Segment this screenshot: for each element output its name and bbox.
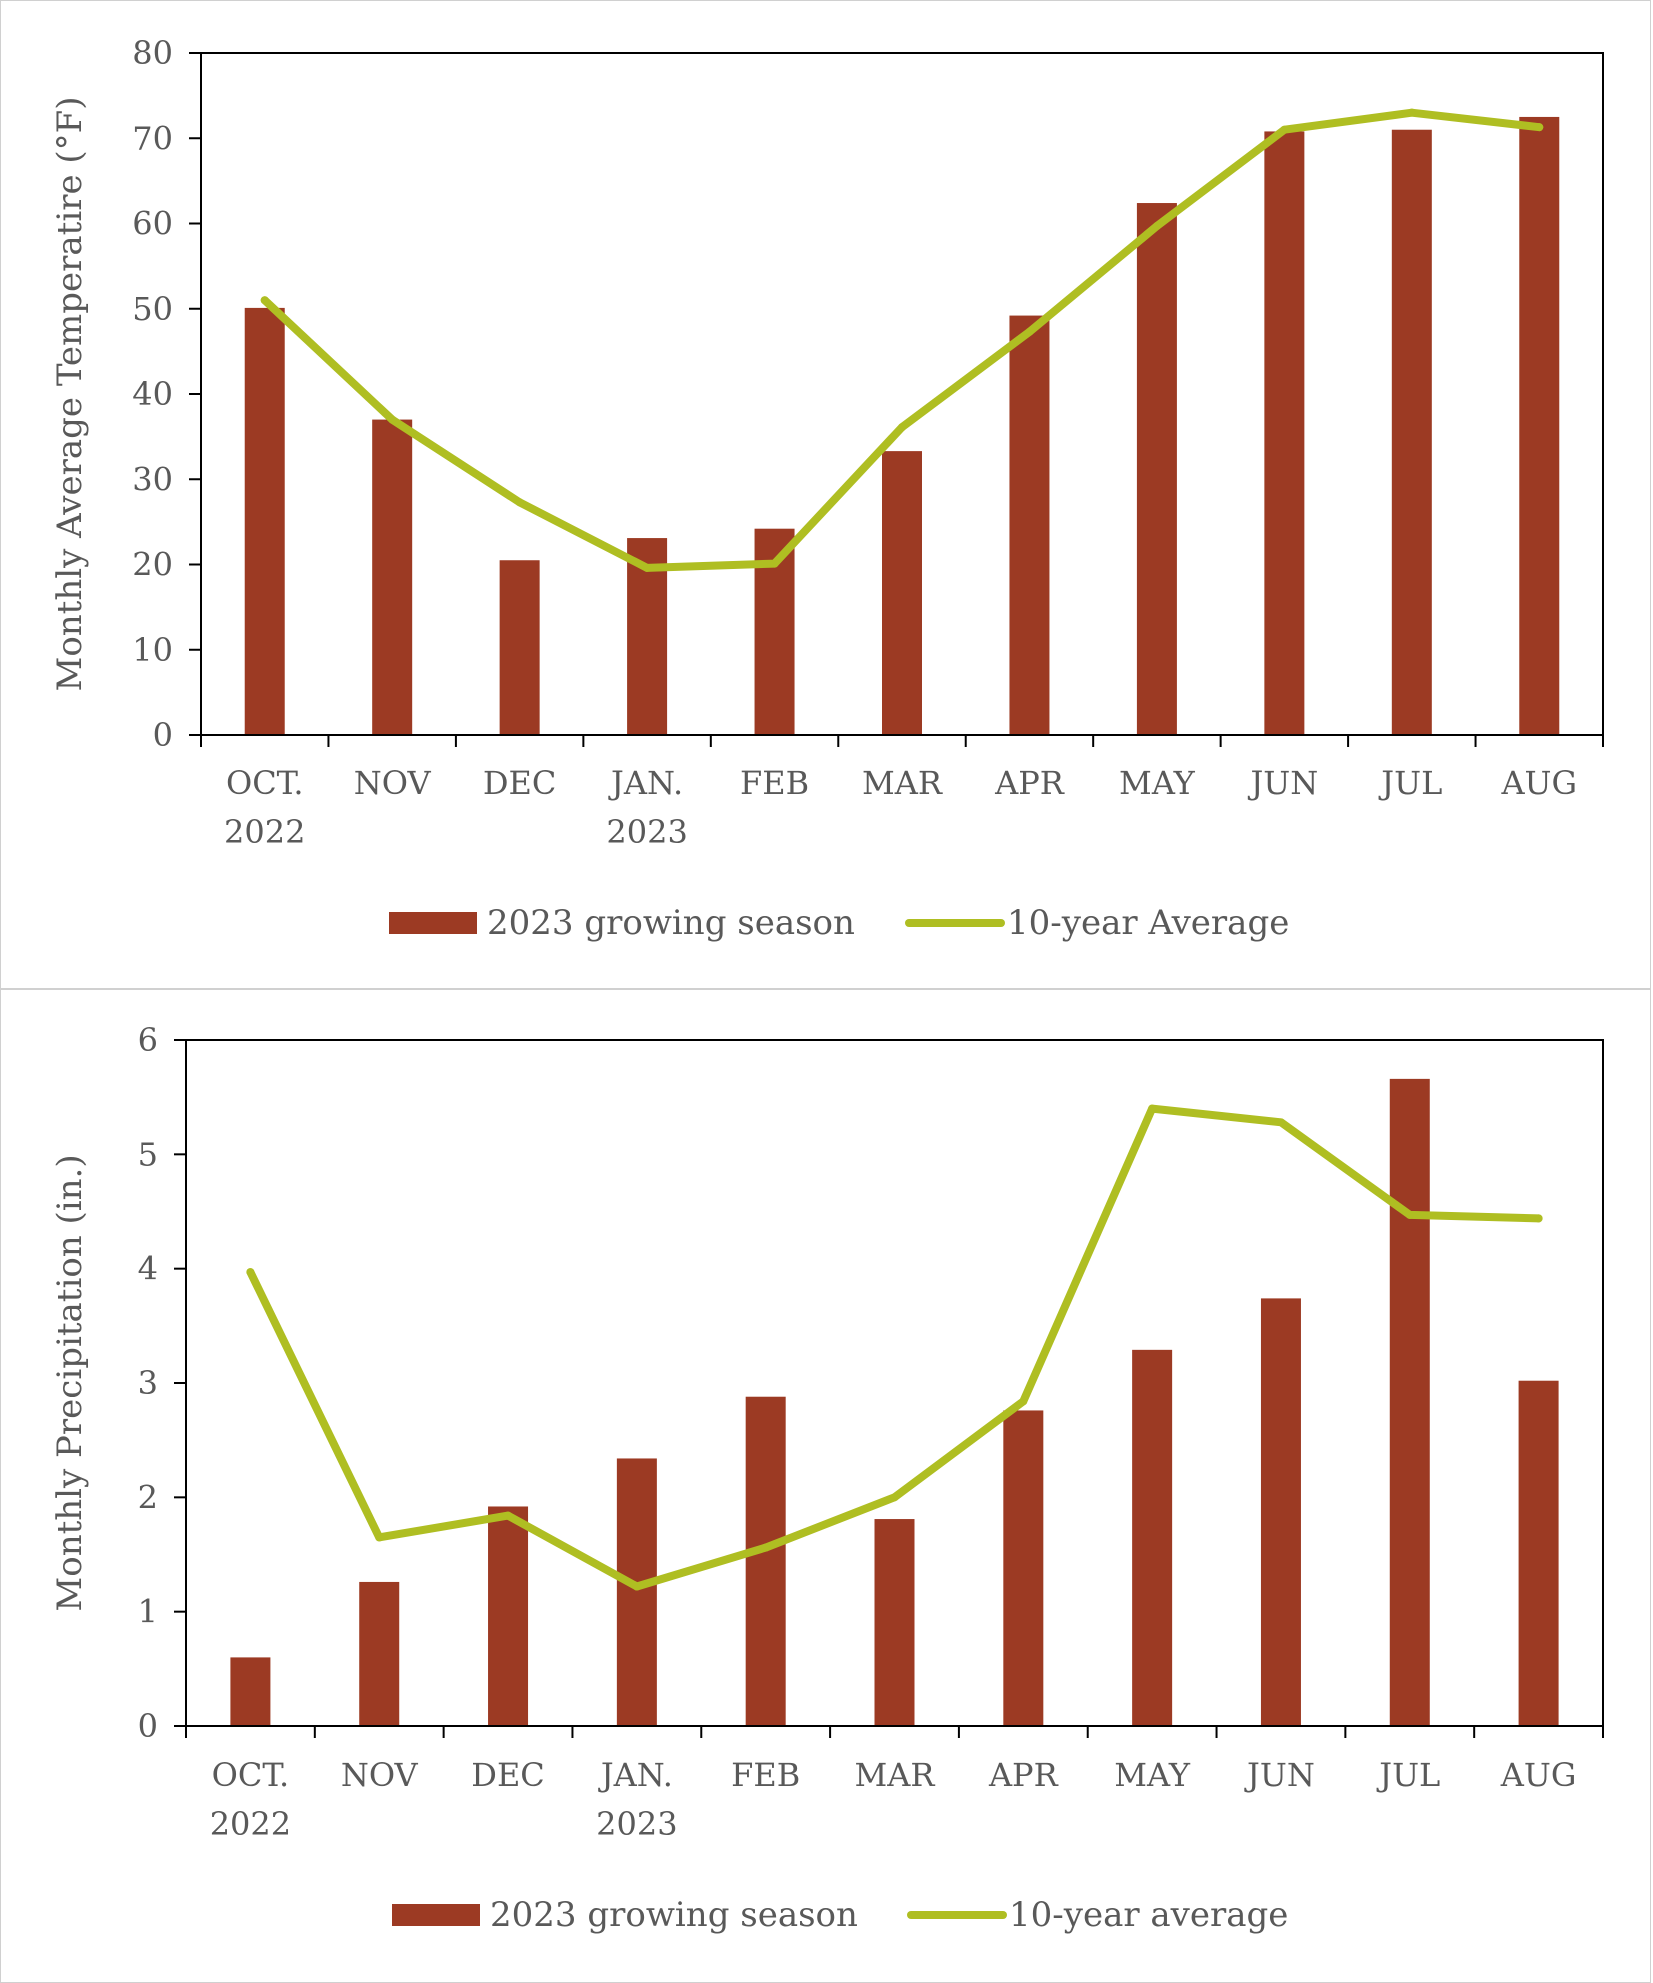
y-tick-label: 60 xyxy=(132,205,173,243)
bar-6 xyxy=(1003,1410,1044,1726)
line-point-2 xyxy=(515,498,524,507)
y-tick-label: 0 xyxy=(153,716,173,754)
x-tick-label: 2023 xyxy=(606,813,687,851)
x-tick-label: JAN. xyxy=(608,764,683,802)
x-tick-label: APR xyxy=(988,1756,1059,1794)
bar-4 xyxy=(745,1396,786,1726)
legend: 2023 growing season 10-year average xyxy=(392,1895,1288,1935)
y-tick-label: 0 xyxy=(138,1707,158,1745)
bar-7 xyxy=(1132,1349,1173,1726)
y-tick-label: 4 xyxy=(138,1250,158,1288)
y-tick-label: 50 xyxy=(132,290,173,328)
bar-6 xyxy=(1009,315,1050,735)
line-point-1 xyxy=(388,415,397,424)
x-tick-label: FEB xyxy=(740,764,809,802)
line-point-9 xyxy=(1405,1210,1414,1219)
bar-0 xyxy=(230,1657,271,1726)
x-tick-label: OCT. xyxy=(212,1756,290,1794)
y-tick-label: 80 xyxy=(132,34,173,72)
bar-8 xyxy=(1260,1298,1301,1726)
bar-7 xyxy=(1136,203,1177,736)
line-point-6 xyxy=(1019,1397,1028,1406)
x-tick-label: JUL xyxy=(1378,764,1442,802)
bar-2 xyxy=(499,560,540,735)
line-point-7 xyxy=(1148,1104,1157,1113)
x-tick-label: 2022 xyxy=(224,813,305,851)
legend-label-bars: 2023 growing season xyxy=(487,903,855,943)
line-point-6 xyxy=(1025,327,1034,336)
y-tick-label: 10 xyxy=(132,631,173,669)
y-tick-label: 70 xyxy=(132,119,173,157)
line-point-1 xyxy=(375,1533,384,1542)
bar-9 xyxy=(1389,1078,1430,1726)
x-tick-label: MAY xyxy=(1119,764,1196,802)
bar-3 xyxy=(616,1458,657,1726)
x-tick-label: JUN xyxy=(1247,764,1318,802)
line-point-0 xyxy=(246,1268,255,1277)
bar-8 xyxy=(1264,131,1305,735)
legend-bar-swatch xyxy=(392,1904,480,1926)
line-point-3 xyxy=(643,563,652,572)
y-tick-label: 1 xyxy=(138,1593,158,1631)
line-point-8 xyxy=(1276,1118,1285,1127)
x-tick-label: JAN. xyxy=(598,1756,673,1794)
temperature-chart-panel: 0 10 20 30 40 50 60 70 80 OCT. 2022 NOV DEC JAN. 2023 F… xyxy=(0,0,1651,989)
line-point-7 xyxy=(1152,222,1161,231)
line-point-2 xyxy=(504,1511,513,1520)
line-point-0 xyxy=(260,296,269,305)
legend-label-bars: 2023 growing season xyxy=(490,1895,858,1935)
x-tick-label: NOV xyxy=(341,1756,419,1794)
bar-5 xyxy=(882,451,922,735)
x-tick-label: AUG xyxy=(1500,764,1577,802)
legend: 2023 growing season 10-year Average xyxy=(389,903,1289,943)
x-tick-label: 2022 xyxy=(210,1805,291,1843)
y-tick-label: 30 xyxy=(132,460,173,498)
x-tick-label: MAR xyxy=(855,1756,936,1794)
y-tick-label: 6 xyxy=(138,1021,158,1059)
line-point-5 xyxy=(898,423,906,432)
y-tick-label: 2 xyxy=(138,1478,158,1516)
temperature-chart: 0 10 20 30 40 50 60 70 80 OCT. 2022 NOV DEC JAN. 2023 F… xyxy=(50,34,1604,943)
precipitation-chart-panel: 0 1 2 3 4 5 6 OCT. 2022 NOV DEC JAN. 2023 FEB MAR APR MA… xyxy=(0,989,1651,1983)
y-tick-label: 3 xyxy=(138,1364,158,1402)
x-tick-label: 2023 xyxy=(596,1805,677,1843)
bar-10 xyxy=(1519,116,1560,735)
line-point-4 xyxy=(770,559,779,568)
line-point-5 xyxy=(890,1493,899,1502)
legend-bar-swatch xyxy=(389,912,477,934)
bar-2 xyxy=(488,1506,529,1726)
x-tick-label: OCT. xyxy=(226,764,304,802)
line-point-3 xyxy=(632,1582,641,1591)
y-tick-label: 40 xyxy=(132,375,173,413)
y-tick-label: 5 xyxy=(138,1135,158,1173)
y-axis-title: Monthly Precipitation (in.) xyxy=(50,1154,90,1611)
x-tick-label: JUL xyxy=(1376,1756,1440,1794)
line-point-8 xyxy=(1280,125,1289,134)
bar-10 xyxy=(1518,1380,1559,1726)
x-tick-label: AUG xyxy=(1500,1756,1577,1794)
line-point-4 xyxy=(761,1543,770,1552)
x-tick-label: FEB xyxy=(731,1756,800,1794)
bar-0 xyxy=(244,307,285,735)
y-tick-label: 20 xyxy=(132,546,173,584)
x-tick-label: NOV xyxy=(354,764,432,802)
x-tick-label: DEC xyxy=(483,764,557,802)
bar-1 xyxy=(359,1581,400,1726)
line-point-9 xyxy=(1407,108,1416,117)
x-tick-label: APR xyxy=(994,764,1065,802)
line-point-10 xyxy=(1535,123,1544,132)
line-point-10 xyxy=(1534,1214,1543,1223)
x-tick-label: MAY xyxy=(1114,1756,1191,1794)
legend-label-line: 10-year average xyxy=(1009,1895,1288,1935)
x-tick-label: MAR xyxy=(862,764,943,802)
average-line-series xyxy=(246,1104,1543,1591)
bar-5 xyxy=(874,1519,915,1726)
bar-1 xyxy=(372,419,413,735)
x-tick-label: JUN xyxy=(1244,1756,1315,1794)
precipitation-chart: 0 1 2 3 4 5 6 OCT. 2022 NOV DEC JAN. 2023 FEB MAR APR MA… xyxy=(50,1021,1604,1935)
y-axis-title: Monthly Average Temperatire (°F) xyxy=(50,97,90,692)
bar-9 xyxy=(1391,129,1432,736)
legend-label-line: 10-year Average xyxy=(1007,903,1289,943)
x-tick-label: DEC xyxy=(471,1756,545,1794)
